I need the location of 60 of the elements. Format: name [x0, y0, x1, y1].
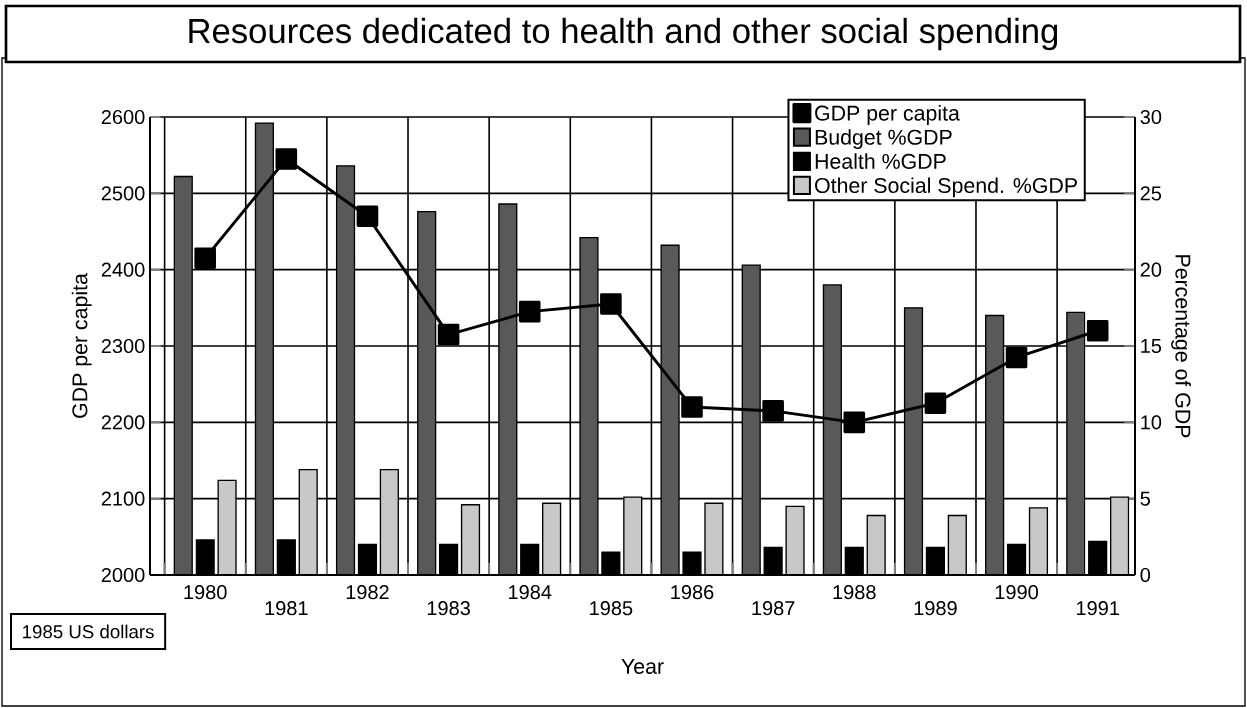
bar	[417, 210, 437, 575]
y-axis-title: GDP per capita	[71, 273, 92, 418]
bar	[379, 468, 399, 575]
y-tick-label: 2600	[101, 109, 145, 125]
y-tick-label: 2200	[101, 415, 145, 430]
point	[437, 323, 460, 346]
bar	[173, 175, 193, 575]
y2-tick-label: 15	[1141, 339, 1162, 353]
y2-tick-label: 30	[1140, 109, 1162, 125]
x-tick-label: 1980	[184, 585, 227, 600]
x-tick-label: 1986	[671, 585, 714, 600]
y2-tick-label: 25	[1140, 186, 1162, 201]
x-tick-label: 1991	[1076, 601, 1119, 616]
y2-tick-label: 5	[1140, 491, 1151, 506]
x-tick-label: 1988	[833, 585, 876, 600]
bar	[542, 502, 562, 575]
point	[356, 205, 379, 228]
x-tick-label: 1981	[265, 601, 308, 616]
chart-title: Resources dedicated to health and other social spending	[189, 17, 1058, 51]
point	[194, 247, 216, 270]
bar	[335, 165, 356, 575]
point	[275, 148, 298, 170]
y2-tick-label: 0	[1140, 567, 1151, 583]
point	[681, 396, 703, 418]
point	[762, 400, 784, 422]
point	[1086, 319, 1109, 342]
point	[924, 392, 947, 415]
bar	[822, 284, 842, 575]
x-axis-title: Year	[621, 659, 664, 674]
bar	[1028, 507, 1049, 575]
y-tick-label: 2100	[101, 491, 145, 506]
bar	[1109, 496, 1130, 575]
text: 1985 US dollars	[23, 624, 154, 639]
y2-tick-label: 10	[1141, 415, 1162, 430]
legend-label: GDP per capita	[815, 105, 960, 125]
y2-axis-title: Percentage of GDP	[1171, 255, 1191, 438]
point	[518, 300, 541, 323]
x-tick-label: 1987	[752, 601, 795, 616]
point	[600, 293, 622, 315]
x-tick-label: 1990	[995, 585, 1038, 600]
y-tick-label: 2500	[101, 186, 145, 201]
legend-label: Health %GDP	[815, 153, 946, 169]
y-tick-label: 2300	[101, 338, 145, 354]
y-tick-label: 2000	[101, 567, 145, 583]
y-tick-label: 2400	[101, 262, 145, 277]
bar	[460, 504, 481, 575]
legend-label: Other Social Spend. %GDP	[815, 177, 1077, 198]
bar	[985, 314, 1005, 575]
x-tick-label: 1989	[914, 601, 957, 616]
bar	[903, 307, 924, 575]
bar	[947, 514, 967, 575]
x-tick-label: 1983	[427, 601, 470, 616]
x-tick-label: 1984	[509, 585, 552, 600]
point	[1005, 346, 1028, 369]
y2-tick-label: 20	[1140, 262, 1162, 277]
bar	[254, 122, 274, 575]
point	[843, 411, 866, 434]
x-tick-label: 1982	[346, 585, 389, 600]
x-tick-label: 1985	[590, 601, 633, 616]
legend-label: Budget %GDP	[815, 129, 952, 150]
